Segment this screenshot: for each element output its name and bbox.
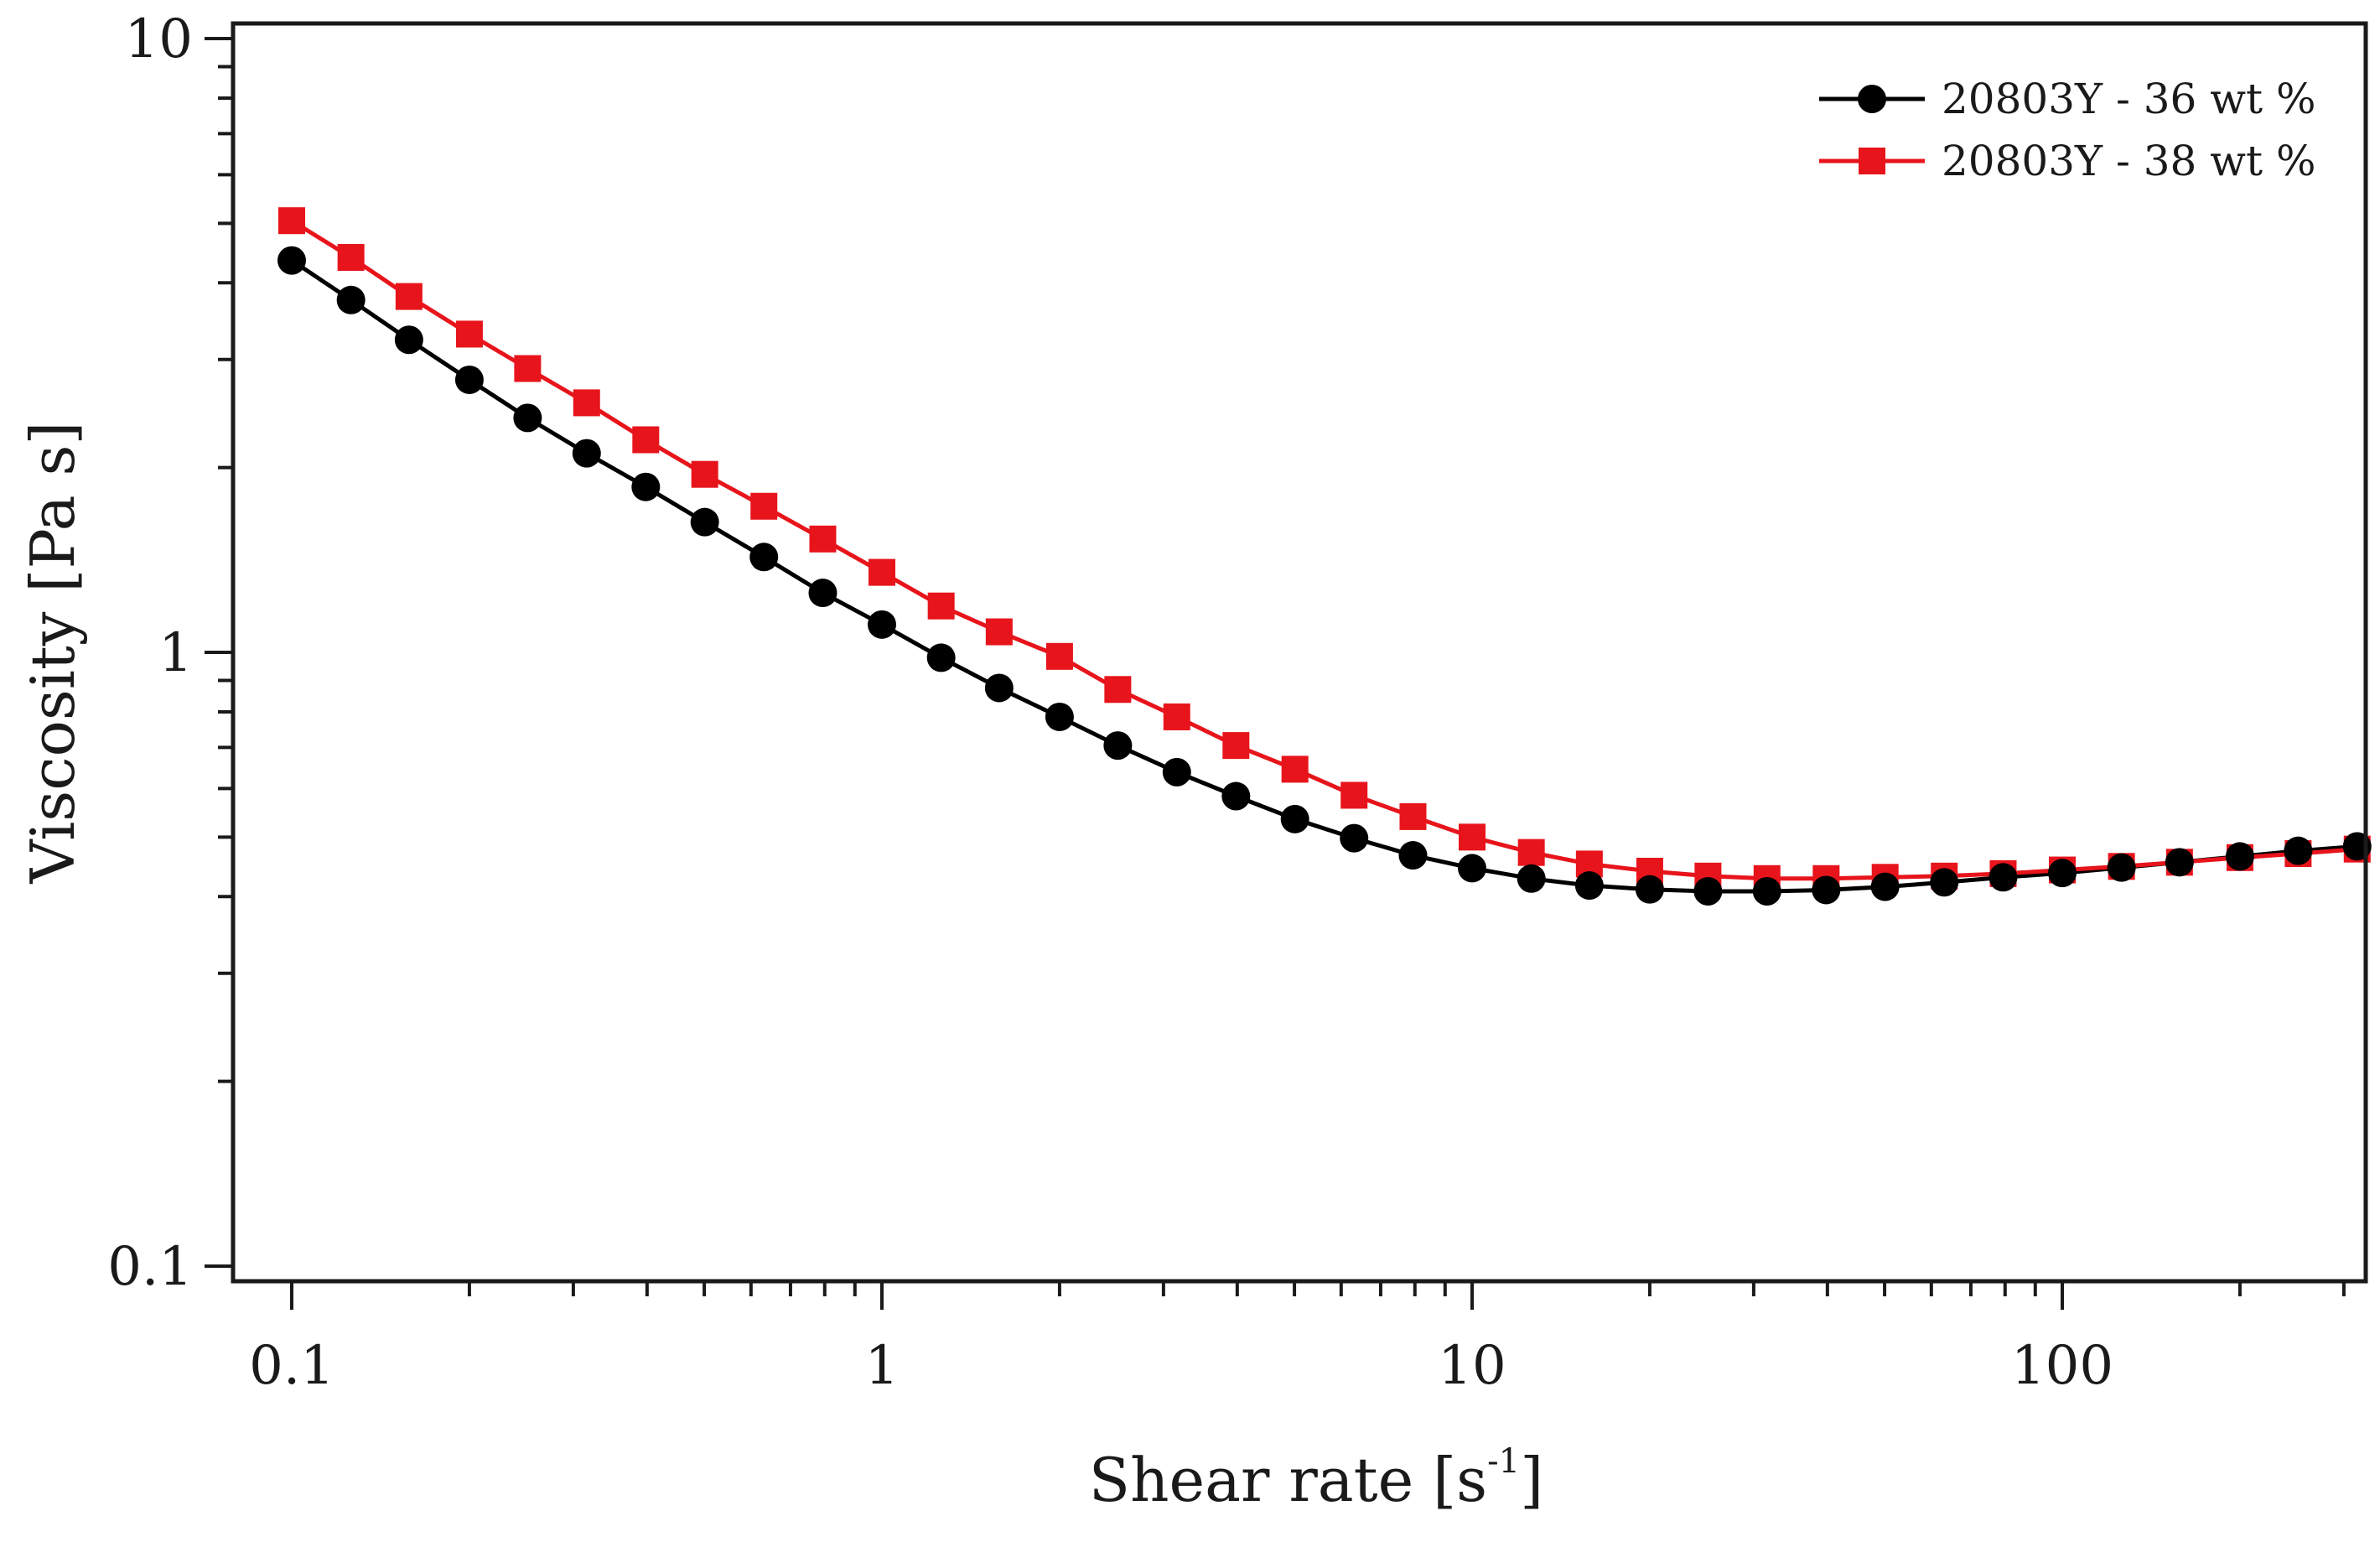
data-point-series-2	[1045, 642, 1073, 670]
x-axis-title-close: ]	[1520, 1445, 1543, 1515]
y-tick-label: 1	[158, 622, 193, 684]
data-point-series-1	[513, 403, 542, 433]
data-point-series-1	[868, 610, 896, 639]
legend-marker-2	[1859, 148, 1885, 174]
x-tick-label: 10	[1438, 1335, 1506, 1397]
series-layer	[277, 207, 2372, 906]
data-point-series-2	[1399, 802, 1427, 830]
y-axis-title: Viscosity [Pa s]	[18, 421, 88, 884]
data-point-series-1	[1870, 872, 1900, 901]
data-point-series-2	[985, 618, 1013, 646]
axes-layer: 0.1 1 10 0.1 1 10 100	[107, 8, 2346, 1397]
data-point-series-1	[2284, 836, 2313, 865]
data-point-series-2	[632, 426, 660, 454]
legend-label-1: 20803Y - 36 wt %	[1942, 75, 2316, 123]
data-point-series-2	[1163, 703, 1190, 730]
data-point-series-2	[869, 558, 895, 586]
data-point-series-2	[1281, 755, 1309, 783]
data-point-series-1	[808, 579, 837, 608]
data-point-series-2	[691, 460, 718, 488]
data-point-series-1	[1221, 781, 1251, 811]
x-axis-title-exponent: -1	[1487, 1442, 1520, 1481]
data-point-series-2	[1222, 732, 1250, 760]
data-point-series-2	[573, 389, 600, 417]
data-point-series-2	[1104, 676, 1132, 704]
data-point-series-1	[690, 507, 719, 537]
legend-label-2: 20803Y - 38 wt %	[1942, 137, 2316, 185]
x-axis-title-main: Shear rate [s	[1089, 1445, 1487, 1515]
data-point-series-1	[1989, 863, 2018, 892]
y-tick-label: 0.1	[107, 1236, 193, 1298]
data-point-series-1	[454, 365, 484, 394]
data-point-series-1	[1045, 702, 1074, 731]
data-point-series-2	[514, 355, 542, 382]
data-point-series-2	[1517, 838, 1545, 866]
data-point-series-2	[1459, 823, 1486, 851]
data-point-series-1	[1930, 868, 1959, 897]
x-tick-label: 100	[2011, 1335, 2113, 1397]
data-point-series-2	[809, 525, 837, 553]
legend-marker-1	[1858, 85, 1886, 113]
data-point-series-2	[750, 492, 778, 520]
x-axis-title: Shear rate [s-1]	[1089, 1442, 1543, 1515]
data-point-series-1	[336, 285, 366, 314]
data-point-series-2	[337, 243, 365, 271]
data-point-series-1	[926, 643, 956, 672]
data-point-series-1	[1280, 804, 1309, 833]
data-point-series-1	[572, 439, 601, 468]
data-point-series-1	[1340, 823, 1369, 853]
data-point-series-1	[984, 673, 1014, 703]
data-point-series-1	[2165, 848, 2194, 877]
data-point-series-2	[1340, 781, 1368, 809]
data-point-series-2	[927, 592, 955, 620]
y-tick-label: 10	[125, 8, 193, 70]
data-point-series-1	[1752, 876, 1781, 906]
data-point-series-1	[1517, 864, 1546, 893]
data-point-series-1	[1162, 757, 1191, 787]
data-point-series-1	[1574, 871, 1604, 901]
data-point-series-1	[1458, 854, 1486, 883]
x-tick-label: 1	[865, 1335, 900, 1397]
data-point-series-1	[1398, 841, 1428, 870]
data-point-series-1	[1812, 875, 1841, 905]
data-point-series-2	[278, 207, 305, 235]
data-point-series-1	[1103, 731, 1133, 761]
data-point-series-1	[394, 325, 423, 355]
data-point-series-1	[749, 543, 779, 572]
x-tick-label: 0.1	[249, 1335, 334, 1397]
data-point-series-2	[455, 320, 483, 348]
data-point-series-2	[395, 283, 423, 310]
data-point-series-1	[2048, 859, 2077, 888]
data-point-series-1	[631, 472, 661, 501]
data-point-series-1	[1635, 875, 1664, 904]
data-point-series-1	[1693, 876, 1723, 906]
data-point-series-1	[2107, 853, 2136, 882]
legend: 20803Y - 36 wt % 20803Y - 38 wt %	[1819, 75, 2316, 185]
data-point-series-1	[277, 246, 306, 275]
data-point-series-1	[2225, 842, 2254, 871]
plot-area-frame	[231, 21, 2368, 1284]
